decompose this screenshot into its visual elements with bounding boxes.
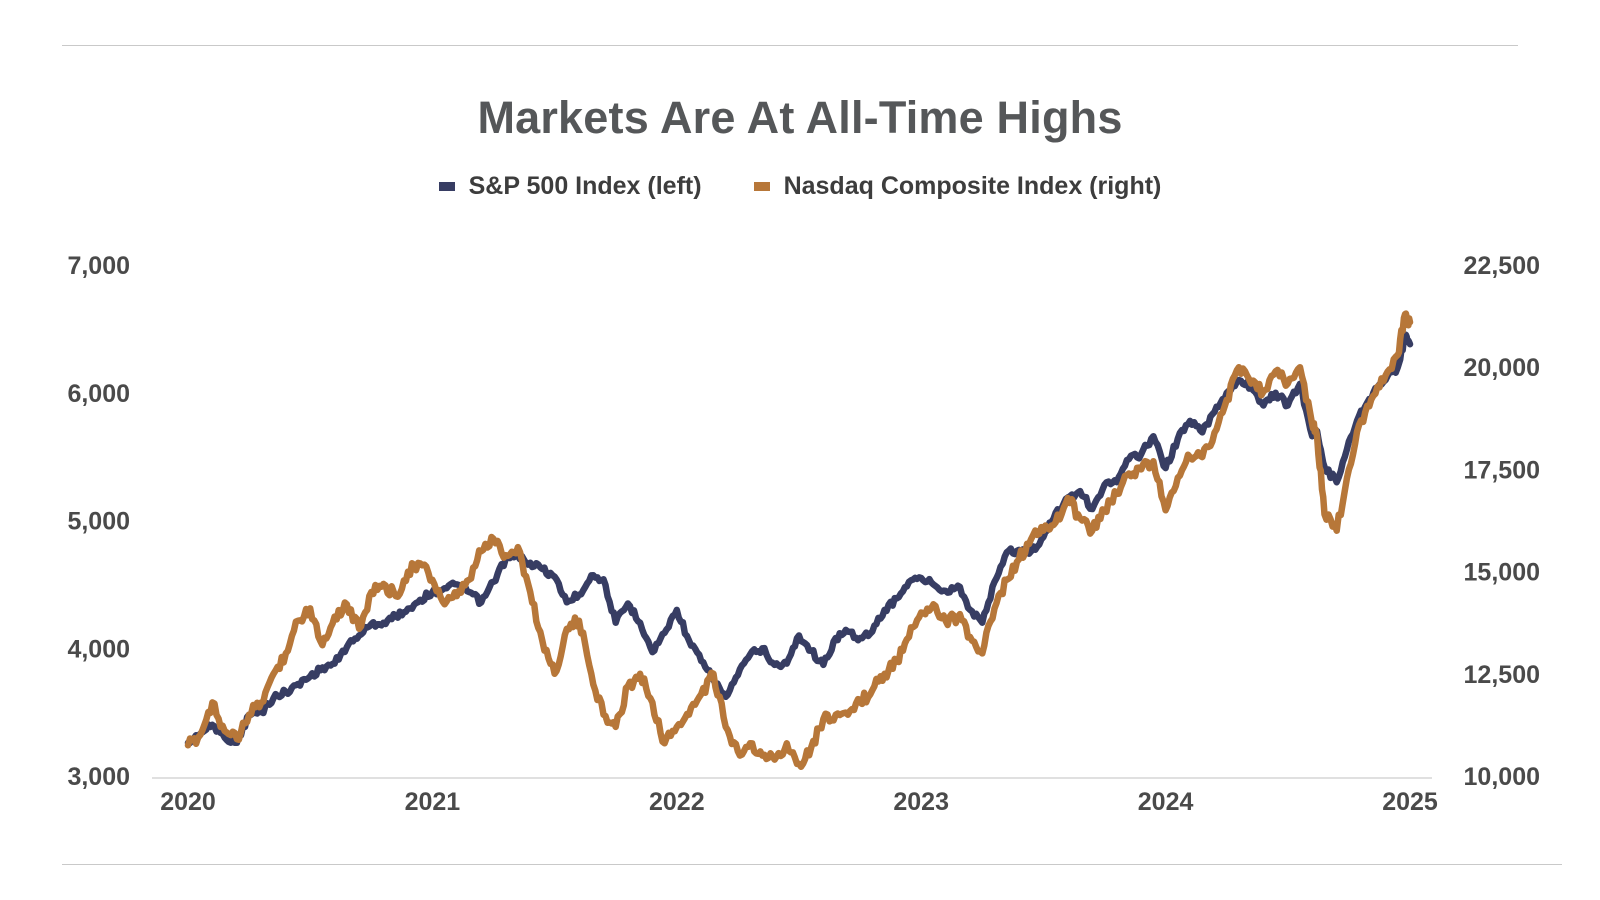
series-line-nasdaq bbox=[184, 310, 1414, 771]
x-tick-label-2022: 2022 bbox=[649, 788, 705, 816]
bottom-divider bbox=[62, 864, 1562, 865]
x-tick-label-2020: 2020 bbox=[160, 788, 216, 816]
legend-item-nasdaq: Nasdaq Composite Index (right) bbox=[753, 172, 1162, 201]
y-left-tick-label: 3,000 bbox=[67, 763, 130, 791]
y-right-tick-label: 22,500 bbox=[1464, 252, 1540, 280]
y-right-tick-label: 20,000 bbox=[1464, 354, 1540, 382]
label-layer: 2020 2021 2022 2023 2024 2025 3,000 4,000 5,000 6… bbox=[67, 252, 1540, 816]
y-left-tick-label: 6,000 bbox=[67, 380, 130, 408]
top-divider bbox=[62, 45, 1518, 46]
legend-label-nasdaq: Nasdaq Composite Index (right) bbox=[783, 172, 1162, 200]
legend-item-sp500: S&P 500 Index (left) bbox=[438, 172, 702, 201]
legend-swatch-nasdaq bbox=[753, 182, 770, 191]
y-right-tick-label: 17,500 bbox=[1464, 456, 1540, 484]
x-tick-label-2024: 2024 bbox=[1138, 788, 1194, 816]
y-left-tick-label: 7,000 bbox=[67, 252, 130, 280]
series-layer bbox=[184, 310, 1414, 771]
x-tick-label-2025: 2025 bbox=[1382, 788, 1438, 816]
y-right-tick-label: 10,000 bbox=[1464, 763, 1540, 791]
legend-label-sp500: S&P 500 Index (left) bbox=[468, 172, 702, 200]
chart-legend: S&P 500 Index (left) Nasdaq Composite In… bbox=[0, 172, 1600, 201]
x-tick-label-2023: 2023 bbox=[893, 788, 949, 816]
chart-title: Markets Are At All-Time Highs bbox=[477, 92, 1123, 143]
y-left-tick-label: 5,000 bbox=[67, 508, 130, 536]
y-left-tick-label: 4,000 bbox=[67, 635, 130, 663]
x-tick-label-2021: 2021 bbox=[405, 788, 461, 816]
y-right-tick-label: 15,000 bbox=[1464, 559, 1540, 587]
legend-swatch-sp500 bbox=[438, 182, 455, 191]
y-right-tick-label: 12,500 bbox=[1464, 661, 1540, 689]
